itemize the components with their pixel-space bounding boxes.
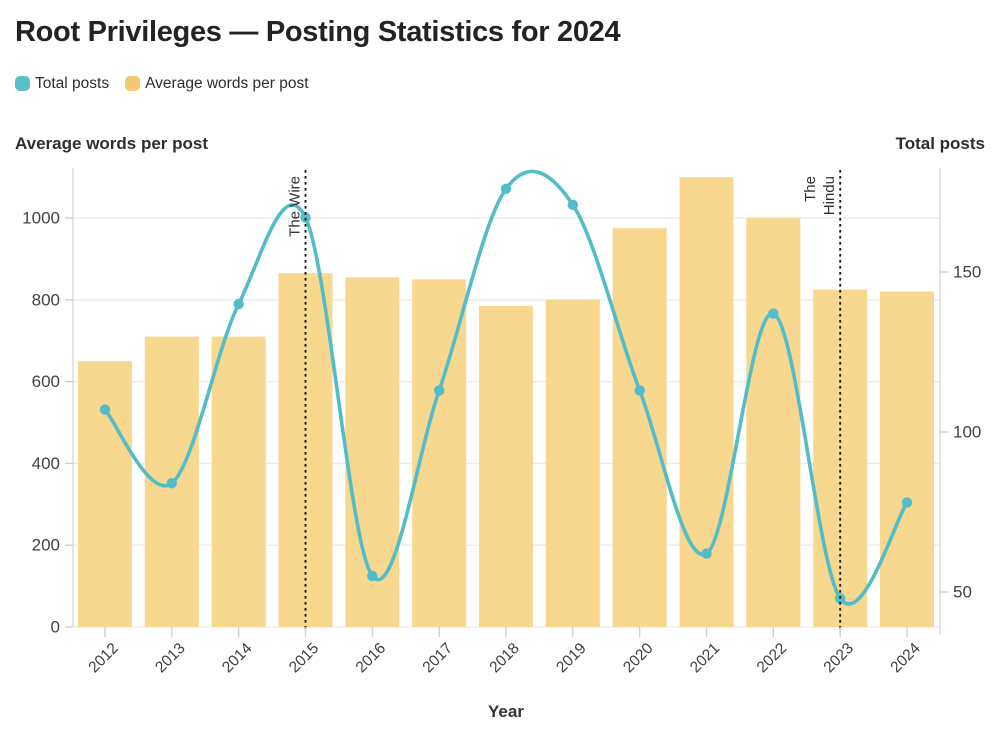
x-label-2018: 2018 [486,640,522,676]
x-axis-title: Year [488,702,524,721]
bar-2020[interactable] [612,228,667,628]
svg-text:200: 200 [32,536,60,555]
x-label-2017: 2017 [420,640,456,676]
svg-text:50: 50 [953,583,972,602]
point-2024[interactable] [901,497,913,508]
axis-titles-row: Average words per post Total posts [15,134,985,154]
legend: Total posts Average words per post [15,74,985,93]
point-2017[interactable] [434,385,445,396]
right-axis-ticks: 50 100 150 [940,263,981,602]
point-2013[interactable] [166,478,177,489]
right-axis-title: Total posts [895,134,985,154]
x-label-2023: 2023 [821,640,857,676]
bar-2019[interactable] [545,300,600,628]
left-axis-title: Average words per post [15,134,209,154]
line-points [99,183,913,604]
bar-2021[interactable] [679,177,734,628]
x-label-2012: 2012 [85,640,121,676]
left-axis-ticks: 0 200 400 600 800 1000 [22,209,73,637]
x-axis-ticks: 2012 2013 2014 2015 2016 2017 2018 2019 2020 2021… [85,627,924,676]
legend-label-total-posts: Total posts [35,74,110,92]
legend-swatch-total-posts-icon [15,76,30,92]
x-label-2014: 2014 [219,640,256,677]
x-label-2021: 2021 [687,640,723,676]
point-2020[interactable] [634,385,645,396]
point-2021[interactable] [701,548,712,560]
x-label-2019: 2019 [553,640,589,676]
point-2018[interactable] [500,183,512,195]
bar-series [78,177,934,628]
bar-2022[interactable] [746,218,801,628]
x-label-2022: 2022 [754,640,790,676]
x-label-2024: 2024 [887,640,924,677]
bar-2014[interactable] [211,336,266,628]
legend-item-average-words[interactable]: Average words per post [125,74,309,93]
chart-canvas: 0 200 400 600 800 1000 50 100 150 The Wire The Hind… [22,168,981,721]
svg-text:1000: 1000 [22,209,60,228]
svg-text:800: 800 [32,291,60,310]
svg-text:100: 100 [953,423,981,442]
svg-text:600: 600 [32,372,60,391]
point-2014[interactable] [233,299,244,310]
x-label-2016: 2016 [353,640,389,676]
point-2019[interactable] [567,199,578,211]
annotation-2023-line1: Hindu [821,176,838,215]
x-label-2013: 2013 [152,640,188,676]
point-2015[interactable] [300,212,311,224]
svg-text:400: 400 [32,454,60,473]
annotation-2023-line0: The [802,176,819,202]
annotation-2015-line0: The Wire [287,176,304,237]
legend-label-average-words: Average words per post [145,74,309,92]
x-label-2020: 2020 [620,640,657,677]
legend-item-total-posts[interactable]: Total posts [15,75,109,93]
point-2016[interactable] [367,571,378,582]
point-2022[interactable] [768,308,779,320]
svg-text:150: 150 [953,263,981,282]
x-label-2015: 2015 [286,640,322,676]
point-2012[interactable] [99,404,111,416]
svg-text:0: 0 [51,618,60,637]
bar-2012[interactable] [78,361,132,628]
page-title: Root Privileges — Posting Statistics for… [15,16,621,48]
bar-2018[interactable] [479,306,533,628]
bar-2024[interactable] [880,291,934,628]
legend-swatch-average-words-icon [125,76,141,92]
